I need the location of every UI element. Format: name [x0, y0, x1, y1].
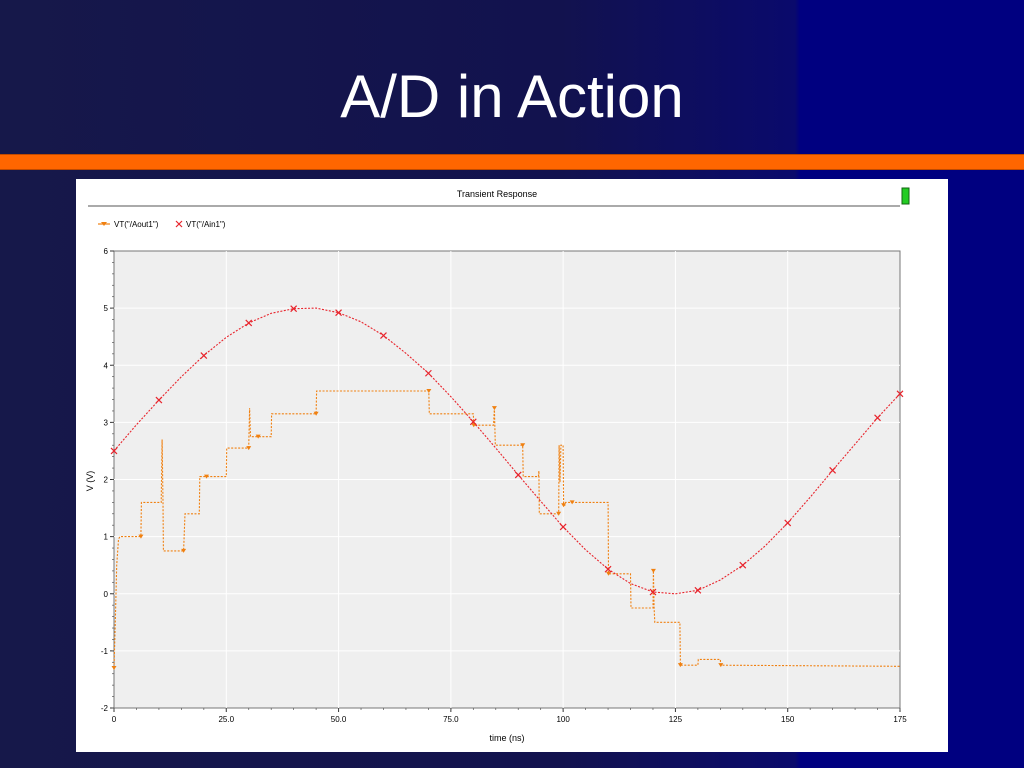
y-tick-label: 5 — [104, 304, 109, 313]
aout-marker — [255, 434, 261, 439]
x-tick-label: 75.0 — [443, 715, 459, 724]
ain-marker — [604, 565, 612, 573]
aout-marker — [650, 568, 656, 573]
aout-marker — [561, 503, 567, 508]
ain-marker — [245, 319, 253, 327]
aout-marker — [138, 534, 144, 539]
x-tick-label: 150 — [781, 715, 795, 724]
ain-marker — [514, 471, 522, 479]
y-axis-label: V (V) — [85, 471, 95, 492]
x-axis-label: time (ns) — [489, 733, 524, 743]
axes: 0 25.0 50.0 75.0 100 125 150 175 -2 -1 0 1 2 3 4 5 6 — [101, 247, 907, 724]
aout-marker — [181, 548, 187, 553]
ain-series-line — [113, 307, 901, 595]
aout-marker — [569, 500, 575, 505]
ain-marker — [335, 309, 342, 317]
aout-marker — [491, 406, 497, 411]
transient-chart: Transient Response VT("/Aout1") VT("/Ain… — [85, 187, 910, 743]
ain-marker — [559, 523, 567, 531]
aout-marker — [313, 411, 319, 416]
ain-marker — [649, 588, 657, 596]
x-tick-label: 25.0 — [218, 715, 234, 724]
aout-marker — [556, 511, 562, 516]
ain-marker — [784, 519, 792, 527]
x-marker-icon — [175, 220, 183, 228]
aout-marker — [426, 388, 432, 393]
legend-aout-label: VT("/Aout1") — [114, 220, 159, 229]
grid-lines — [114, 251, 900, 708]
ain-marker — [110, 447, 118, 455]
y-tick-label: 4 — [104, 361, 109, 370]
green-scroll-handle-icon[interactable] — [901, 187, 910, 205]
legend-ain-label: VT("/Ain1") — [186, 220, 226, 229]
ain-marker — [380, 332, 387, 339]
aout-marker — [111, 666, 117, 671]
x-tick-label: 125 — [669, 715, 683, 724]
y-tick-label: 1 — [104, 533, 109, 542]
y-tick-label: -1 — [101, 647, 109, 656]
ain-marker — [469, 418, 477, 426]
ain-marker — [694, 586, 702, 594]
aout-series-line — [113, 390, 901, 669]
plot-window: Transient Response VT("/Aout1") VT("/Ain… — [76, 179, 948, 752]
chart-title: Transient Response — [457, 189, 537, 199]
aout-marker — [204, 474, 210, 479]
aout-marker — [718, 663, 724, 668]
y-tick-label: -2 — [101, 704, 109, 713]
triangle-down-icon — [101, 222, 107, 226]
ain-marker — [896, 390, 904, 398]
aout-marker — [246, 446, 252, 451]
y-tick-label: 0 — [104, 590, 109, 599]
accent-bar — [0, 154, 1024, 170]
aout-marker — [520, 443, 526, 448]
ain-marker — [874, 414, 881, 422]
x-tick-label: 50.0 — [331, 715, 347, 724]
series-group — [110, 305, 904, 671]
x-tick-label: 0 — [112, 715, 117, 724]
ain-marker — [155, 396, 163, 404]
ain-marker — [424, 369, 432, 377]
y-tick-label: 3 — [104, 418, 109, 427]
ain-marker — [290, 305, 298, 313]
ain-marker — [739, 561, 747, 569]
y-tick-label: 2 — [104, 476, 109, 485]
x-tick-label: 100 — [556, 715, 570, 724]
slide-title: A/D in Action — [340, 63, 684, 130]
aout-marker — [606, 571, 612, 576]
chart-legend: VT("/Aout1") VT("/Ain1") — [98, 220, 226, 229]
y-tick-label: 6 — [104, 247, 109, 256]
x-tick-label: 175 — [893, 715, 907, 724]
aout-marker — [677, 663, 683, 668]
ain-marker — [829, 466, 837, 474]
ain-marker — [200, 352, 208, 359]
